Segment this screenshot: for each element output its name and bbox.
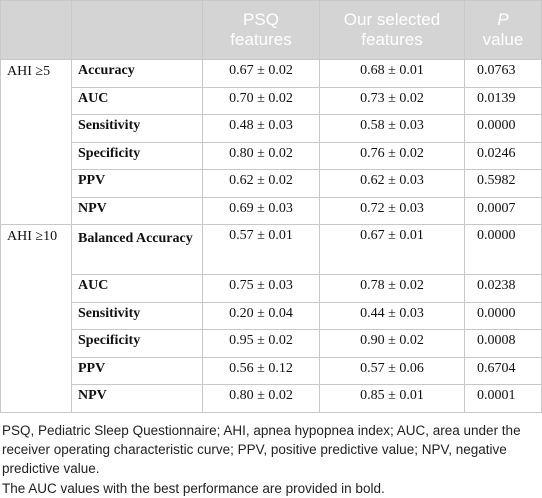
table-row: PPV 0.62 ± 0.02 0.62 ± 0.03 0.5982 [1,169,542,198]
ours-value: 0.44 ± 0.03 [319,301,465,330]
p-value: 0.0139 [464,86,542,115]
table-row: PPV 0.56 ± 0.12 0.57 ± 0.06 0.6704 [1,356,542,385]
metric-name: Specificity [71,329,203,358]
metric-name: Sensitivity [71,114,203,143]
ours-value: 0.78 ± 0.02 [319,274,465,303]
metric-name: Specificity [71,141,203,170]
metric-name: Sensitivity [71,301,203,330]
header-cell: Our selected features [319,0,465,60]
p-value: 0.0246 [464,141,542,170]
psq-value: 0.69 ± 0.03 [202,196,320,225]
ours-value: 0.90 ± 0.02 [319,329,465,358]
p-value: 0.0238 [464,274,542,303]
metric-name: NPV [71,196,203,225]
header-cell: PSQ features [202,0,320,60]
metric-name: PPV [71,356,203,385]
table-row: NPV 0.69 ± 0.03 0.72 ± 0.03 0.0007 [1,196,542,225]
table-row: AHI ≥5 Accuracy 0.67 ± 0.02 0.68 ± 0.01 0.07… [0,59,542,225]
ours-value: 0.85 ± 0.01 [319,384,465,413]
table-row: AHI ≥10 Balanced Accuracy 0.57 ± 0.01 0.67 … [0,224,542,413]
psq-value: 0.57 ± 0.01 [202,224,320,275]
table-row: NPV 0.80 ± 0.02 0.85 ± 0.01 0.0001 [1,384,542,413]
header-text: PSQ features [230,10,292,49]
table-row: Sensitivity 0.48 ± 0.03 0.58 ± 0.03 0.0000 [1,114,542,143]
header-text: P [497,10,509,29]
psq-value: 0.67 ± 0.02 [202,59,320,88]
psq-value: 0.48 ± 0.03 [202,114,320,143]
p-value: 0.0000 [464,224,542,275]
metric-name: Accuracy [71,59,203,88]
psq-value: 0.95 ± 0.02 [202,329,320,358]
header-cell [71,0,203,60]
psq-value: 0.20 ± 0.04 [202,301,320,330]
ours-value: 0.68 ± 0.01 [319,59,465,88]
ours-value: 0.73 ± 0.02 [319,86,465,115]
ours-value: 0.76 ± 0.02 [319,141,465,170]
ours-value: 0.62 ± 0.03 [319,169,465,198]
table-row: Specificity 0.95 ± 0.02 0.90 ± 0.02 0.0008 [1,329,542,358]
p-value: 0.0008 [464,329,542,358]
table-row: AUC 0.75 ± 0.03 0.78 ± 0.02 0.0238 [1,274,542,303]
group-label: AHI ≥5 [0,59,72,225]
p-value: 0.0000 [464,114,542,143]
p-value: 0.0763 [464,59,542,88]
metric-name: AUC [71,86,203,115]
table-row: Specificity 0.80 ± 0.02 0.76 ± 0.02 0.0246 [1,141,542,170]
p-value: 0.0007 [464,196,542,225]
header-cell [0,0,72,60]
psq-value: 0.80 ± 0.02 [202,141,320,170]
table-row: Sensitivity 0.20 ± 0.04 0.44 ± 0.03 0.0000 [1,301,542,330]
psq-value: 0.70 ± 0.02 [202,86,320,115]
metric-name: Balanced Accuracy [71,224,203,275]
metric-name: NPV [71,384,203,413]
header-text: value [482,30,524,49]
header-text: Our selected features [343,10,441,49]
p-value: 0.0001 [464,384,542,413]
ours-value: 0.72 ± 0.03 [319,196,465,225]
ours-value: 0.58 ± 0.03 [319,114,465,143]
ours-value: 0.57 ± 0.06 [319,356,465,385]
metric-name: AUC [71,274,203,303]
metric-name: PPV [71,169,203,198]
ours-value: 0.67 ± 0.01 [319,224,465,275]
p-value: 0.0000 [464,301,542,330]
p-value: 0.6704 [464,356,542,385]
group-label: AHI ≥10 [0,224,72,413]
psq-value: 0.62 ± 0.02 [202,169,320,198]
psq-value: 0.75 ± 0.03 [202,274,320,303]
psq-value: 0.56 ± 0.12 [202,356,320,385]
p-value: 0.5982 [464,169,542,198]
footnote: The AUC values with the best performance… [2,480,385,496]
table-row: AUC 0.70 ± 0.02 0.73 ± 0.02 0.0139 [1,86,542,115]
psq-value: 0.80 ± 0.02 [202,384,320,413]
